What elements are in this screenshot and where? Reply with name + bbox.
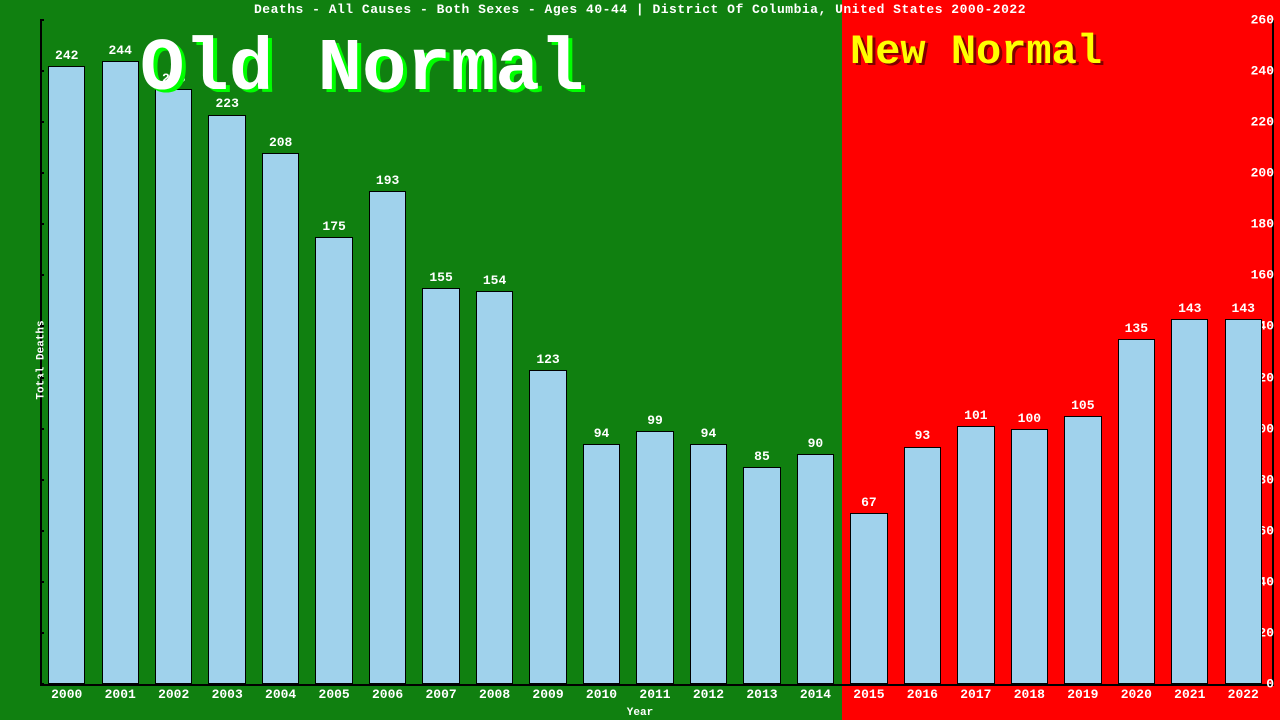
- x-tick: 2003: [212, 687, 243, 702]
- bar: [1171, 319, 1208, 684]
- y-tick-mark: [40, 428, 44, 430]
- bar-value-label: 67: [861, 495, 877, 510]
- bar-value-label: 154: [483, 273, 506, 288]
- bar: [1011, 429, 1048, 684]
- x-tick: 2001: [105, 687, 136, 702]
- y-tick: 260: [1234, 13, 1280, 28]
- bar: [1064, 416, 1101, 684]
- bar-value-label: 100: [1018, 411, 1041, 426]
- bar-value-label: 101: [964, 408, 987, 423]
- y-tick: 220: [1234, 115, 1280, 130]
- y-tick-mark: [40, 121, 44, 123]
- y-tick: 180: [1234, 217, 1280, 232]
- y-tick-mark: [40, 377, 44, 379]
- y-tick-mark: [40, 632, 44, 634]
- x-tick: 2022: [1228, 687, 1259, 702]
- x-tick: 2005: [319, 687, 350, 702]
- overlay-old-normal: Old Normal: [140, 28, 584, 112]
- y-tick-mark: [40, 581, 44, 583]
- bar-value-label: 143: [1232, 301, 1255, 316]
- bar: [850, 513, 887, 684]
- bar-value-label: 93: [915, 428, 931, 443]
- bar-value-label: 94: [701, 426, 717, 441]
- bar-value-label: 90: [808, 436, 824, 451]
- x-tick: 2007: [425, 687, 456, 702]
- bar: [102, 61, 139, 684]
- y-tick-mark: [40, 479, 44, 481]
- x-tick: 2020: [1121, 687, 1152, 702]
- y-axis-label: Total Deaths: [36, 320, 48, 399]
- bar-value-label: 105: [1071, 398, 1094, 413]
- bar: [743, 467, 780, 684]
- bar-value-label: 94: [594, 426, 610, 441]
- bar: [957, 426, 994, 684]
- x-tick: 2004: [265, 687, 296, 702]
- x-tick: 2012: [693, 687, 724, 702]
- chart-container: Deaths - All Causes - Both Sexes - Ages …: [0, 0, 1280, 720]
- bar-value-label: 135: [1125, 321, 1148, 336]
- bar: [636, 431, 673, 684]
- x-tick: 2006: [372, 687, 403, 702]
- y-tick-mark: [40, 172, 44, 174]
- bar-value-label: 208: [269, 135, 292, 150]
- x-tick: 2021: [1174, 687, 1205, 702]
- bar-value-label: 143: [1178, 301, 1201, 316]
- x-tick: 2010: [586, 687, 617, 702]
- bar: [315, 237, 352, 684]
- bar: [262, 153, 299, 684]
- x-tick: 2000: [51, 687, 82, 702]
- x-tick: 2019: [1067, 687, 1098, 702]
- y-tick: 240: [1234, 64, 1280, 79]
- bar-value-label: 242: [55, 48, 78, 63]
- overlay-new-normal: New Normal: [850, 28, 1102, 76]
- bar: [529, 370, 566, 684]
- bar-value-label: 175: [322, 219, 345, 234]
- y-tick-mark: [40, 325, 44, 327]
- x-tick: 2017: [960, 687, 991, 702]
- y-tick-mark: [40, 223, 44, 225]
- bar: [208, 115, 245, 685]
- bar: [1225, 319, 1262, 684]
- bar: [369, 191, 406, 684]
- bar-value-label: 99: [647, 413, 663, 428]
- y-tick-mark: [40, 530, 44, 532]
- bar: [690, 444, 727, 684]
- bar: [155, 89, 192, 684]
- x-tick: 2002: [158, 687, 189, 702]
- bar-value-label: 193: [376, 173, 399, 188]
- y-tick-mark: [40, 19, 44, 21]
- y-tick-mark: [40, 683, 44, 685]
- bar: [583, 444, 620, 684]
- x-tick: 2013: [746, 687, 777, 702]
- y-tick: 160: [1234, 268, 1280, 283]
- bar-value-label: 244: [109, 43, 132, 58]
- x-tick: 2008: [479, 687, 510, 702]
- y-tick-mark: [40, 274, 44, 276]
- bar-value-label: 123: [536, 352, 559, 367]
- x-tick: 2009: [532, 687, 563, 702]
- y-tick: 200: [1234, 166, 1280, 181]
- bar: [797, 454, 834, 684]
- bar: [904, 447, 941, 685]
- y-tick-mark: [40, 70, 44, 72]
- x-tick: 2018: [1014, 687, 1045, 702]
- bar: [48, 66, 85, 684]
- chart-title: Deaths - All Causes - Both Sexes - Ages …: [0, 2, 1280, 17]
- bar-value-label: 155: [429, 270, 452, 285]
- x-tick: 2014: [800, 687, 831, 702]
- x-axis-label: Year: [0, 707, 1280, 719]
- x-tick: 2016: [907, 687, 938, 702]
- bar: [422, 288, 459, 684]
- bar-value-label: 85: [754, 449, 770, 464]
- x-tick: 2015: [853, 687, 884, 702]
- x-tick: 2011: [639, 687, 670, 702]
- bar: [476, 291, 513, 684]
- bar: [1118, 339, 1155, 684]
